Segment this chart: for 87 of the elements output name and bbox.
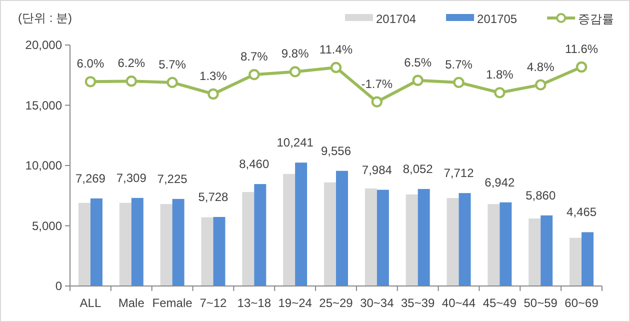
data-label: 11.6% bbox=[564, 42, 598, 56]
data-label: 7,984 bbox=[362, 162, 392, 177]
data-label: 11.4% bbox=[319, 42, 353, 57]
data-label: 6.2% bbox=[118, 56, 146, 70]
point bbox=[330, 62, 342, 74]
bar bbox=[570, 238, 582, 286]
y-axis-title: (단위 : 분) bbox=[18, 11, 72, 25]
legend-label: 201705 bbox=[477, 12, 518, 26]
data-label: 5.7% bbox=[445, 57, 473, 72]
data-label: -1.7% bbox=[361, 76, 393, 91]
bar bbox=[364, 188, 377, 286]
bar bbox=[324, 182, 336, 286]
bar bbox=[254, 184, 266, 286]
bar bbox=[528, 218, 541, 286]
point bbox=[576, 61, 588, 73]
x-tick-label: ALL bbox=[80, 296, 102, 310]
data-label: 4,465 bbox=[566, 205, 597, 220]
point bbox=[208, 88, 219, 100]
bar bbox=[201, 217, 214, 286]
data-label: 9.8% bbox=[281, 46, 310, 61]
bar bbox=[540, 215, 553, 286]
y-tick-label: 5,000 bbox=[32, 218, 62, 233]
bar bbox=[582, 232, 594, 286]
data-label: 8,460 bbox=[239, 157, 270, 172]
x-tick-label: 45~49 bbox=[482, 296, 517, 310]
point bbox=[535, 79, 546, 90]
bar bbox=[336, 170, 348, 286]
x-tick-label: 35~39 bbox=[400, 296, 436, 310]
data-label: 7,712 bbox=[444, 166, 474, 180]
bar bbox=[283, 174, 296, 286]
bar bbox=[78, 202, 90, 286]
data-label: 5.7% bbox=[158, 57, 186, 72]
point bbox=[166, 76, 178, 88]
legend-label: 201704 bbox=[376, 12, 416, 26]
x-tick-label: 13~18 bbox=[237, 296, 272, 310]
x-tick-label: 7~12 bbox=[200, 296, 228, 310]
data-label: 10,241 bbox=[276, 136, 314, 150]
data-label: 8.7% bbox=[240, 50, 268, 64]
bar bbox=[131, 198, 144, 286]
data-label: 7,225 bbox=[157, 172, 188, 186]
bar bbox=[458, 193, 471, 286]
point bbox=[453, 76, 464, 88]
bar bbox=[418, 188, 430, 286]
data-label: 5,728 bbox=[198, 190, 229, 204]
bar bbox=[500, 202, 512, 286]
bar bbox=[295, 162, 308, 286]
bar bbox=[172, 198, 184, 286]
x-tick-label: 19~24 bbox=[278, 296, 312, 310]
bar bbox=[446, 198, 459, 286]
bar bbox=[160, 204, 172, 286]
bar bbox=[90, 198, 102, 286]
bar bbox=[406, 194, 418, 286]
point bbox=[494, 87, 506, 98]
bar bbox=[213, 216, 226, 286]
point bbox=[248, 69, 260, 80]
data-label: 4.8% bbox=[526, 60, 555, 74]
x-tick-label: Male bbox=[118, 296, 145, 310]
bar bbox=[376, 190, 389, 286]
x-tick-label: 30~34 bbox=[360, 296, 394, 310]
y-tick-label: 10,000 bbox=[25, 158, 62, 172]
point bbox=[126, 76, 137, 87]
data-label: 1.3% bbox=[200, 68, 228, 83]
point bbox=[289, 66, 301, 78]
data-label: 6,942 bbox=[484, 175, 516, 190]
y-tick-label: 15,000 bbox=[25, 98, 62, 112]
data-label: 8,052 bbox=[402, 162, 434, 176]
bar bbox=[242, 192, 254, 286]
data-label: 7,269 bbox=[75, 171, 106, 186]
data-label: 9,556 bbox=[320, 144, 352, 158]
bar bbox=[488, 204, 500, 286]
data-label: 6.0% bbox=[76, 56, 104, 71]
data-label: 7,309 bbox=[116, 170, 147, 185]
data-label: 5,860 bbox=[526, 188, 556, 202]
bar bbox=[119, 202, 132, 286]
data-label: 1.8% bbox=[486, 68, 514, 82]
x-tick-label: Female bbox=[152, 296, 193, 310]
data-label: 6.5% bbox=[404, 55, 432, 70]
legend-label: 증감률 bbox=[578, 12, 614, 26]
point bbox=[371, 96, 383, 108]
x-tick-label: 40~44 bbox=[442, 296, 476, 310]
y-tick-label: 0 bbox=[55, 279, 62, 293]
x-tick-label: 50~59 bbox=[524, 296, 558, 310]
x-tick-label: 25~29 bbox=[319, 296, 354, 310]
y-tick-label: 20,000 bbox=[25, 38, 62, 52]
x-tick-label: 60~69 bbox=[564, 296, 599, 310]
point bbox=[84, 76, 96, 88]
point bbox=[412, 74, 424, 86]
